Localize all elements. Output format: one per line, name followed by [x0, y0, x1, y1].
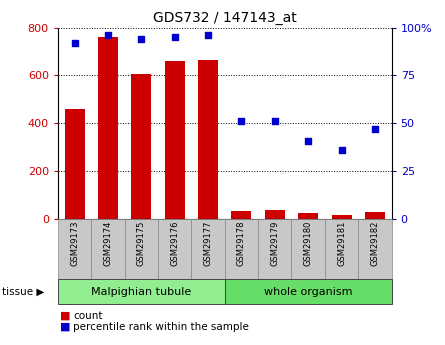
- Point: [171, 34, 178, 40]
- Text: percentile rank within the sample: percentile rank within the sample: [73, 322, 249, 332]
- Text: GSM29179: GSM29179: [270, 221, 279, 266]
- Bar: [165, 61, 185, 219]
- Text: GSM29182: GSM29182: [370, 221, 380, 266]
- Bar: [58, 219, 91, 279]
- Point: [138, 36, 145, 42]
- Text: GSM29178: GSM29178: [237, 221, 246, 266]
- Text: GSM29180: GSM29180: [303, 221, 313, 266]
- Text: GSM29173: GSM29173: [70, 221, 79, 266]
- Text: GSM29181: GSM29181: [337, 221, 346, 266]
- Text: count: count: [73, 311, 103, 321]
- Point: [372, 126, 379, 132]
- Text: whole organism: whole organism: [264, 287, 352, 296]
- Bar: [298, 213, 318, 219]
- Bar: [225, 279, 392, 304]
- Bar: [332, 215, 352, 219]
- Bar: [358, 219, 392, 279]
- Text: GSM29176: GSM29176: [170, 221, 179, 266]
- Bar: [191, 219, 225, 279]
- Title: GDS732 / 147143_at: GDS732 / 147143_at: [153, 11, 297, 25]
- Text: GSM29174: GSM29174: [103, 221, 113, 266]
- Bar: [98, 37, 118, 219]
- Text: Malpighian tubule: Malpighian tubule: [91, 287, 191, 296]
- Bar: [131, 74, 151, 219]
- Text: GSM29175: GSM29175: [137, 221, 146, 266]
- Point: [238, 119, 245, 124]
- Bar: [258, 219, 291, 279]
- Bar: [125, 219, 158, 279]
- Bar: [225, 219, 258, 279]
- Bar: [91, 219, 125, 279]
- Point: [205, 32, 212, 38]
- Bar: [325, 219, 358, 279]
- Point: [71, 40, 78, 46]
- Bar: [291, 219, 325, 279]
- Text: GSM29177: GSM29177: [203, 221, 213, 266]
- Text: ■: ■: [60, 311, 71, 321]
- Text: tissue ▶: tissue ▶: [2, 287, 44, 296]
- Bar: [365, 213, 385, 219]
- Bar: [158, 219, 191, 279]
- Bar: [265, 210, 285, 219]
- Bar: [65, 109, 85, 219]
- Bar: [58, 279, 225, 304]
- Point: [305, 138, 312, 143]
- Point: [105, 32, 112, 38]
- Bar: [198, 60, 218, 219]
- Point: [271, 119, 279, 124]
- Point: [338, 147, 345, 153]
- Text: ■: ■: [60, 322, 71, 332]
- Bar: [231, 211, 251, 219]
